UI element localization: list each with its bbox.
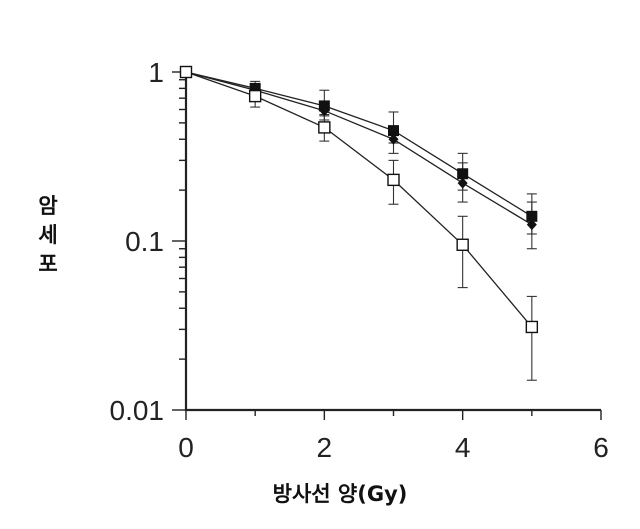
series-lines — [185, 71, 533, 328]
ticks — [172, 71, 602, 420]
x-tick-label: 0 — [178, 432, 194, 463]
y-tick-label: 1 — [148, 57, 164, 88]
marker-filled-diamond — [526, 219, 537, 231]
marker-filled-square — [457, 168, 469, 180]
marker-filled-diamond — [388, 133, 399, 145]
x-axis-title: 방사선 양(Gy) — [273, 482, 408, 506]
y-axis-title-char: 암 — [38, 194, 57, 218]
tick-labels: 0 2 4 6 1 0.1 0.01 — [110, 57, 609, 463]
marker-open-square — [318, 121, 331, 134]
marker-filled-diamond — [319, 105, 330, 117]
x-tick-label: 2 — [317, 432, 333, 463]
series-line-filled-diamond — [185, 71, 533, 226]
series-line-open-square — [185, 71, 533, 328]
y-tick-label: 0.1 — [125, 226, 164, 257]
marker-filled-diamond — [457, 177, 468, 189]
series-markers — [179, 65, 539, 334]
x-tick-label: 6 — [593, 432, 609, 463]
marker-open-square — [179, 65, 193, 79]
marker-open-square — [248, 89, 262, 103]
marker-open-square — [456, 238, 469, 251]
marker-open-square — [525, 320, 539, 334]
marker-open-square — [387, 173, 400, 187]
y-tick-label: 0.01 — [110, 395, 165, 426]
marker-filled-square — [388, 125, 399, 137]
series-line-filled-square — [185, 71, 533, 217]
x-tick-label: 4 — [455, 432, 471, 463]
y-axis-title-char: 포 — [38, 252, 57, 276]
marker-filled-square — [526, 210, 538, 222]
y-axis-title-char: 세 — [38, 223, 57, 247]
